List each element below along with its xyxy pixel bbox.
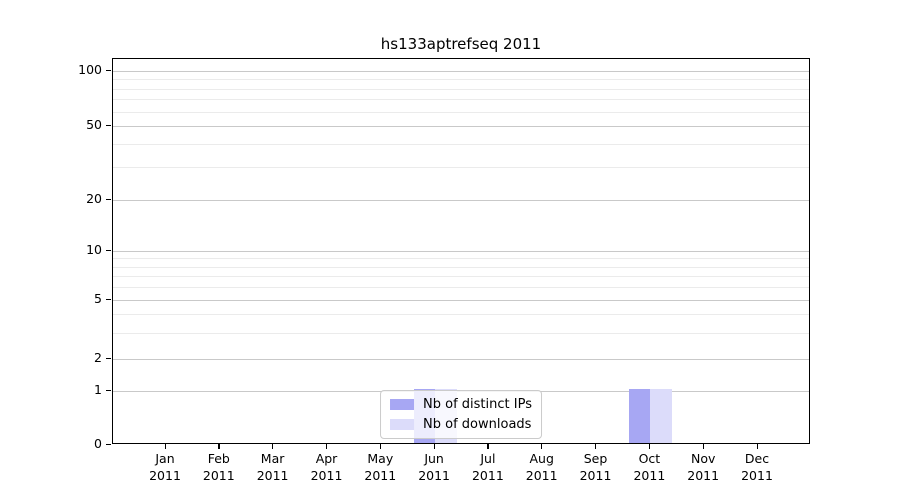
bar-nb-of-distinct-ips-oct-2011 (628, 389, 651, 443)
gridline-minor (113, 258, 809, 260)
x-tick-label: Oct 2011 (633, 451, 666, 483)
y-tick-label: 0 (94, 436, 102, 451)
x-tick-label: May 2011 (364, 451, 397, 483)
x-tick-mark (379, 444, 382, 449)
x-tick-mark (541, 444, 543, 449)
x-tick-mark (648, 444, 651, 449)
x-tick-mark (702, 444, 704, 449)
y-tick-mark (106, 389, 111, 391)
gridline-minor (113, 167, 809, 169)
gridline-major (113, 300, 809, 301)
y-tick-mark (106, 198, 111, 200)
y-tick-mark (106, 357, 111, 359)
x-tick-label: Apr 2011 (310, 451, 343, 483)
x-tick-label: Feb 2011 (202, 451, 235, 483)
gridline-major (113, 251, 809, 252)
x-tick-label: Jan 2011 (149, 451, 181, 483)
y-tick-label: 5 (94, 291, 102, 306)
plot-area: Nb of distinct IPs Nb of downloads (112, 58, 810, 444)
x-tick-mark (326, 444, 328, 449)
gridline-minor (113, 144, 809, 145)
y-tick-mark (106, 249, 111, 251)
chart-title: hs133aptrefseq 2011 (380, 35, 542, 53)
legend-swatch-downloads (390, 419, 415, 430)
gridline-major (113, 71, 809, 72)
gridline-major (113, 200, 809, 201)
gridline-major (113, 359, 809, 360)
x-tick-label: Jul 2011 (471, 451, 504, 483)
gridline-minor (113, 111, 809, 113)
x-tick-mark (595, 444, 597, 449)
gridline-minor (113, 79, 809, 81)
legend-label-downloads: Nb of downloads (423, 417, 532, 432)
legend-swatch-distinct-ips (390, 399, 415, 410)
x-tick-label: Mar 2011 (256, 451, 289, 483)
legend-label-distinct-ips: Nb of distinct IPs (423, 397, 532, 412)
x-tick-label: Nov 2011 (687, 451, 720, 483)
x-tick-label: Aug 2011 (525, 451, 558, 483)
y-tick-mark (106, 124, 111, 126)
gridline-minor (113, 332, 809, 334)
x-tick-mark (218, 444, 220, 449)
y-tick-mark (106, 298, 111, 300)
y-tick-mark (106, 69, 111, 71)
y-tick-label: 20 (86, 191, 102, 206)
y-tick-label: 50 (86, 117, 102, 132)
gridline-minor (113, 99, 809, 101)
gridline-minor (113, 314, 809, 316)
gridline-major (113, 126, 809, 127)
x-tick-label: Sep 2011 (579, 451, 612, 483)
gridline-minor (113, 88, 809, 90)
x-tick-mark (487, 444, 489, 449)
legend-item-downloads: Nb of downloads (390, 417, 532, 432)
y-tick-mark (106, 443, 111, 445)
gridline-minor (113, 276, 809, 278)
legend-item-distinct-ips: Nb of distinct IPs (390, 397, 532, 412)
bar-nb-of-downloads-oct-2011 (650, 389, 672, 443)
y-tick-label: 1 (94, 382, 102, 397)
x-tick-mark (164, 444, 166, 449)
x-tick-label: Jun 2011 (418, 451, 450, 483)
x-tick-mark (756, 444, 758, 449)
gridline-minor (113, 287, 809, 289)
x-tick-mark (272, 444, 274, 449)
gridline-minor (113, 266, 809, 268)
legend: Nb of distinct IPs Nb of downloads (380, 390, 542, 439)
x-tick-mark (433, 444, 435, 449)
y-tick-label: 10 (86, 242, 102, 257)
x-tick-label: Dec 2011 (741, 451, 773, 483)
y-tick-label: 100 (78, 62, 102, 77)
y-tick-label: 2 (94, 350, 102, 365)
